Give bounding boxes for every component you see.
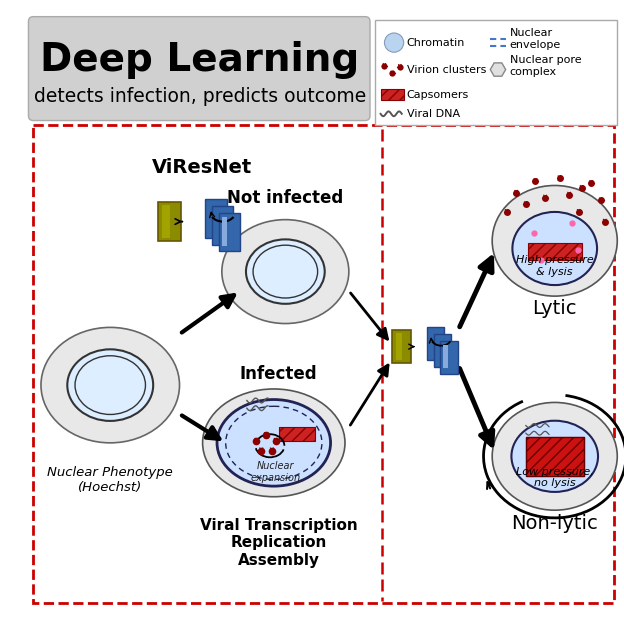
Text: Nuclear pore
complex: Nuclear pore complex xyxy=(510,55,581,77)
Text: detects infection, predicts outcome: detects infection, predicts outcome xyxy=(34,87,366,106)
Text: Deep Learning: Deep Learning xyxy=(40,41,359,79)
Bar xyxy=(158,202,182,241)
Bar xyxy=(443,344,448,368)
Polygon shape xyxy=(490,63,505,76)
Bar xyxy=(392,330,411,363)
FancyBboxPatch shape xyxy=(375,19,617,125)
Bar xyxy=(528,243,582,260)
Bar xyxy=(205,200,227,238)
Ellipse shape xyxy=(41,328,180,443)
Text: Virion clusters: Virion clusters xyxy=(407,64,486,74)
Text: ViResNet: ViResNet xyxy=(152,158,251,177)
Text: Chromatin: Chromatin xyxy=(407,37,465,47)
Ellipse shape xyxy=(492,402,617,510)
Text: Nuclear Phenotype
(Hoechst): Nuclear Phenotype (Hoechst) xyxy=(47,466,173,494)
Text: Lytic: Lytic xyxy=(532,299,577,318)
Bar xyxy=(526,437,583,475)
Bar xyxy=(33,125,615,603)
Ellipse shape xyxy=(384,33,404,52)
Bar xyxy=(427,328,444,360)
Text: Capsomers: Capsomers xyxy=(407,90,469,100)
Bar xyxy=(441,341,457,374)
FancyBboxPatch shape xyxy=(29,17,370,120)
Text: Low pressure,
no lysis: Low pressure, no lysis xyxy=(516,467,593,488)
Text: Nuclear
envelope: Nuclear envelope xyxy=(510,28,561,49)
Ellipse shape xyxy=(512,212,597,285)
Text: Viral Transcription
Replication
Assembly: Viral Transcription Replication Assembly xyxy=(200,518,358,568)
Bar xyxy=(162,205,170,238)
Bar xyxy=(278,427,315,441)
Ellipse shape xyxy=(512,421,598,492)
Bar xyxy=(219,213,240,251)
Ellipse shape xyxy=(246,240,324,304)
Text: High pressure
& lysis: High pressure & lysis xyxy=(516,255,593,276)
Text: Not infected: Not infected xyxy=(227,190,343,207)
Ellipse shape xyxy=(203,389,345,497)
Bar xyxy=(212,206,233,245)
Text: Viral DNA: Viral DNA xyxy=(407,109,460,119)
Ellipse shape xyxy=(67,349,153,421)
Text: Nuclear
expansion: Nuclear expansion xyxy=(251,461,301,482)
Ellipse shape xyxy=(492,185,617,296)
Ellipse shape xyxy=(222,220,349,324)
Ellipse shape xyxy=(217,399,331,486)
Bar xyxy=(434,334,451,367)
Text: Non-lytic: Non-lytic xyxy=(511,514,598,533)
Bar xyxy=(381,89,404,100)
Bar xyxy=(526,437,583,475)
Bar xyxy=(396,333,402,360)
Bar xyxy=(222,217,227,246)
Text: Infected: Infected xyxy=(240,364,318,383)
